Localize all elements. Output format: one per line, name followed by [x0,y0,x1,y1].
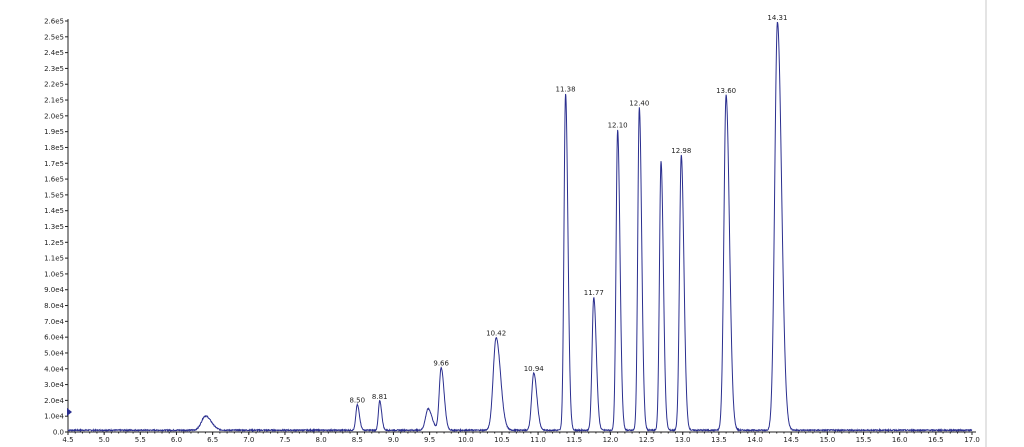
peak-label: 9.66 [433,360,449,368]
peak-label: 12.98 [671,147,691,155]
y-tick-label: 1.1e5 [44,255,64,263]
y-tick-label: 2.5e5 [44,33,64,41]
y-tick-label: 1.0e4 [44,413,64,421]
y-tick-label: 1.6e5 [44,176,64,184]
x-tick-label: 17.0 [964,436,980,444]
x-tick-label: 4.5 [62,436,73,444]
y-tick-label: 1.5e5 [44,191,64,199]
y-tick-label: 2.0e5 [44,112,64,120]
x-tick-label: 16.5 [928,436,944,444]
x-tick-label: 7.0 [243,436,254,444]
x-tick-label: 14.5 [783,436,799,444]
x-tick-label: 14.0 [747,436,763,444]
x-tick-label: 12.5 [639,436,655,444]
x-tick-label: 11.0 [530,436,546,444]
y-tick-label: 1.7e5 [44,160,64,168]
x-tick-label: 15.5 [856,436,872,444]
y-tick-label: 1.9e5 [44,128,64,136]
peak-label: 11.77 [584,289,604,297]
y-tick-label: 2.2e5 [44,81,64,89]
peak-label: 12.10 [608,122,628,130]
x-tick-label: 6.0 [171,436,182,444]
y-tick-label: 6.0e4 [44,334,64,342]
y-tick-label: 5.0e4 [44,349,64,357]
peak-label: 10.42 [486,330,506,338]
x-tick-label: 8.5 [352,436,363,444]
y-tick-label: 4.0e4 [44,365,64,373]
baseline-marker [67,408,72,416]
y-tick-label: 7.0e4 [44,318,64,326]
y-tick-label: 1.4e5 [44,207,64,215]
x-tick-label: 8.0 [316,436,327,444]
y-tick-label: 2.0e4 [44,397,64,405]
peak-label: 13.60 [716,87,736,95]
x-tick-label: 15.0 [820,436,836,444]
x-axis: 4.5 5.0 5.5 6.0 6.5 7.0 7.5 8.0 8.5 9.0 9.5 10.0 10.… [62,431,980,444]
y-tick-label: 1.8e5 [44,144,64,152]
x-tick-label: 13.0 [675,436,691,444]
peak-label: 8.81 [372,393,388,401]
x-tick-label: 9.0 [388,436,399,444]
trace-line [67,21,973,433]
y-tick-label: 2.4e5 [44,49,64,57]
x-tick-label: 10.5 [494,436,510,444]
x-tick-label: 9.5 [424,436,435,444]
y-tick-label: 1.2e5 [44,239,64,247]
peak-labels: 8.50 8.81 9.66 10.42 10.94 11.38 11.77 12.10 12.… [349,14,787,405]
peak-label: 11.38 [556,85,576,93]
peak-label: 14.31 [767,14,787,22]
x-tick-label: 10.0 [458,436,474,444]
peak-label: 12.40 [629,100,649,108]
y-tick-label: 3.0e4 [44,381,64,389]
x-tick-label: 6.5 [207,436,218,444]
x-tick-label: 5.0 [99,436,110,444]
x-tick-label: 16.0 [892,436,908,444]
y-tick-label: 9.0e4 [44,286,64,294]
y-tick-label: 8.0e4 [44,302,64,310]
x-tick-label: 11.5 [566,436,582,444]
y-axis: 0.0 1.0e4 2.0e4 3.0e4 4.0e4 5.0e4 6.0e4 7.0e4 8.… [44,18,72,437]
peak-label: 8.50 [349,397,365,405]
x-tick-label: 7.5 [279,436,290,444]
y-tick-label: 1.3e5 [44,223,64,231]
y-tick-label: 2.6e5 [44,18,64,26]
y-tick-label: 2.1e5 [44,97,64,105]
x-tick-label: 12.0 [603,436,619,444]
y-tick-label: 0.0 [53,429,64,437]
y-tick-label: 1.0e5 [44,270,64,278]
x-tick-label: 5.5 [135,436,146,444]
plot-area [67,21,973,433]
y-tick-label: 2.3e5 [44,65,64,73]
x-tick-label: 13.5 [711,436,727,444]
peak-label: 10.94 [524,365,545,373]
